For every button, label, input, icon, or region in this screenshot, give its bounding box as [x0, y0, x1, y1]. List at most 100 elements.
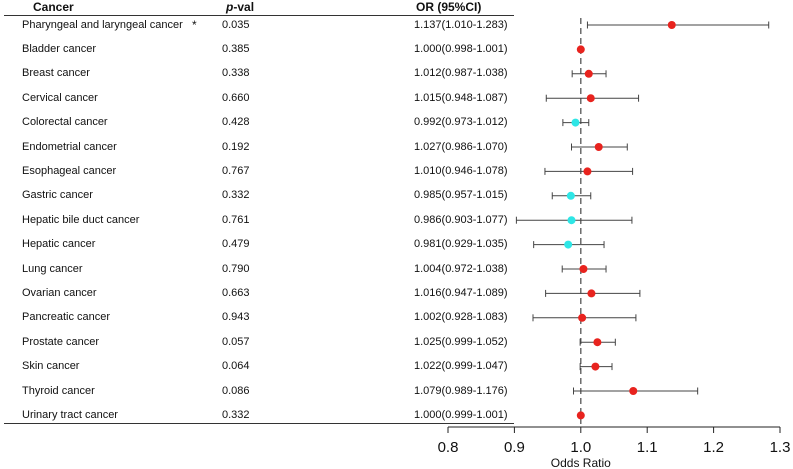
or-ci-value: 1.012(0.987-1.038) — [414, 67, 508, 80]
cancer-name: Ovarian cancer — [22, 286, 97, 299]
or-point — [587, 289, 596, 298]
or-point — [583, 167, 592, 176]
header-or: OR (95%CI) — [416, 0, 482, 14]
table-row: Endometrial cancer 0.192 1.027(0.986-1.070… — [0, 135, 515, 159]
cancer-name: Esophageal cancer — [22, 164, 117, 177]
table-row: Thyroid cancer 0.086 1.079(0.989-1.176) — [0, 379, 515, 403]
header-cancer: Cancer — [33, 0, 74, 14]
table-row: Prostate cancer 0.057 1.025(0.999-1.052) — [0, 330, 515, 354]
x-tick-label: 1.3 — [770, 439, 791, 456]
or-point — [593, 338, 602, 347]
or-ci-value: 1.079(0.989-1.176) — [414, 384, 508, 397]
table-row: Esophageal cancer 0.767 1.010(0.946-1.078) — [0, 159, 515, 183]
cancer-name: Skin cancer — [22, 360, 80, 373]
x-tick-label: 1.0 — [570, 439, 591, 456]
or-ci-value: 1.025(0.999-1.052) — [414, 335, 508, 348]
p-value: 0.767 — [222, 164, 250, 177]
or-point — [629, 387, 638, 395]
p-value: 0.663 — [222, 286, 250, 299]
cancer-name: Pancreatic cancer — [22, 311, 111, 324]
cancer-name: Urinary tract cancer — [22, 408, 118, 421]
or-point — [584, 69, 593, 78]
table-row: Hepatic bile duct cancer 0.761 0.986(0.903… — [0, 208, 515, 232]
p-value: 0.086 — [222, 384, 250, 397]
cancer-name: Hepatic bile duct cancer — [22, 213, 140, 226]
or-point — [579, 265, 588, 273]
or-point — [594, 143, 603, 151]
x-axis-label: Odds Ratio — [551, 456, 611, 469]
or-ci-value: 1.137(1.010-1.283) — [414, 18, 508, 31]
or-point — [591, 362, 600, 371]
or-point — [566, 191, 575, 200]
x-tick-label: 0.8 — [438, 439, 459, 456]
or-ci-value: 1.022(0.999-1.047) — [414, 360, 508, 373]
table-row: Bladder cancer 0.385 1.000(0.998-1.001) — [0, 37, 515, 61]
or-point — [586, 94, 595, 103]
or-ci-value: 0.985(0.957-1.015) — [414, 189, 508, 202]
or-ci-value: 1.004(0.972-1.038) — [414, 262, 508, 275]
significance-mark: * — [192, 17, 197, 32]
p-value: 0.332 — [222, 189, 250, 202]
p-value: 0.192 — [222, 140, 250, 153]
cancer-name: Breast cancer — [22, 67, 90, 80]
or-point — [578, 313, 587, 322]
or-ci-value: 0.981(0.929-1.035) — [414, 238, 508, 251]
or-ci-value: 1.000(0.999-1.001) — [414, 408, 508, 421]
table-row: Lung cancer 0.790 1.004(0.972-1.038) — [0, 257, 515, 281]
bottom-rule — [4, 423, 514, 424]
cancer-name: Hepatic cancer — [22, 238, 96, 251]
or-ci-value: 1.002(0.928-1.083) — [414, 311, 508, 324]
p-value: 0.035 — [222, 18, 250, 31]
p-value: 0.943 — [222, 311, 250, 324]
cancer-name: Bladder cancer — [22, 42, 96, 55]
x-tick-label: 1.2 — [703, 439, 724, 456]
p-value: 0.064 — [222, 360, 250, 373]
or-ci-value: 0.992(0.973-1.012) — [414, 116, 508, 129]
table-row: Urinary tract cancer 0.332 1.000(0.999-1.0… — [0, 403, 515, 427]
or-point — [567, 216, 576, 225]
table-row: Skin cancer 0.064 1.022(0.999-1.047) — [0, 354, 515, 378]
header-p-val: p-val — [226, 0, 254, 14]
p-value: 0.761 — [222, 213, 250, 226]
header-rule — [4, 15, 514, 16]
table-row: Cervical cancer 0.660 1.015(0.948-1.087) — [0, 86, 515, 110]
or-point — [571, 118, 580, 127]
or-point — [667, 21, 676, 29]
cancer-name: Thyroid cancer — [22, 384, 95, 397]
p-value: 0.479 — [222, 238, 250, 251]
cancer-name: Pharyngeal and laryngeal cancer — [22, 18, 183, 31]
p-value: 0.385 — [222, 42, 250, 55]
or-point — [576, 411, 585, 420]
p-value: 0.338 — [222, 67, 250, 80]
p-value: 0.057 — [222, 335, 250, 348]
table-row: Pharyngeal and laryngeal cancer * 0.035 1.1… — [0, 13, 515, 37]
p-value: 0.790 — [222, 262, 250, 275]
table-row: Gastric cancer 0.332 0.985(0.957-1.015) — [0, 183, 515, 207]
table-row: Hepatic cancer 0.479 0.981(0.929-1.035) — [0, 232, 515, 256]
or-ci-value: 1.027(0.986-1.070) — [414, 140, 508, 153]
table-row: Breast cancer 0.338 1.012(0.987-1.038) — [0, 61, 515, 85]
or-ci-value: 1.010(0.946-1.078) — [414, 164, 508, 177]
or-ci-value: 1.016(0.947-1.089) — [414, 286, 508, 299]
or-ci-value: 1.015(0.948-1.087) — [414, 91, 508, 104]
or-point — [576, 45, 585, 54]
or-point — [564, 240, 573, 249]
header-p-italic: p — [226, 0, 234, 14]
header-p-rest: -val — [233, 0, 255, 14]
x-tick-label: 0.9 — [504, 439, 525, 456]
table-row: Pancreatic cancer 0.943 1.002(0.928-1.083) — [0, 305, 515, 329]
p-value: 0.332 — [222, 408, 250, 421]
x-tick-label: 1.1 — [637, 439, 658, 456]
or-ci-value: 0.986(0.903-1.077) — [414, 213, 508, 226]
p-value: 0.428 — [222, 116, 250, 129]
cancer-name: Endometrial cancer — [22, 140, 117, 153]
cancer-name: Prostate cancer — [22, 335, 100, 348]
cancer-name: Gastric cancer — [22, 189, 93, 202]
table-row: Ovarian cancer 0.663 1.016(0.947-1.089) — [0, 281, 515, 305]
p-value: 0.660 — [222, 91, 250, 104]
table-row: Colorectal cancer 0.428 0.992(0.973-1.012) — [0, 110, 515, 134]
cancer-name: Cervical cancer — [22, 91, 98, 104]
cancer-name: Lung cancer — [22, 262, 83, 275]
cancer-name: Colorectal cancer — [22, 116, 108, 129]
